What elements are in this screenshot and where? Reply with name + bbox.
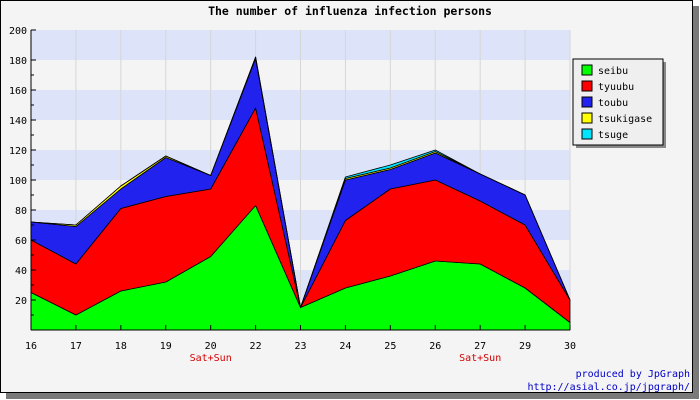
legend-label-tsuge: tsuge bbox=[598, 130, 628, 141]
y-tick-label: 160 bbox=[9, 86, 27, 97]
x-tick-label: 26 bbox=[429, 341, 441, 352]
x-sub-label: Sat+Sun bbox=[190, 353, 232, 364]
x-tick-label: 22 bbox=[250, 341, 262, 352]
x-tick-label: 24 bbox=[339, 341, 351, 352]
credit-line-1: produced by JpGraph bbox=[576, 369, 690, 380]
y-tick-label: 120 bbox=[9, 146, 27, 157]
legend-label-seibu: seibu bbox=[598, 66, 628, 77]
y-tick-label: 140 bbox=[9, 116, 27, 127]
y-tick-label: 180 bbox=[9, 56, 27, 67]
y-tick-label: 20 bbox=[15, 296, 27, 307]
x-tick-label: 16 bbox=[25, 341, 37, 352]
legend: seibu tyuubu toubu tsukigase tsuge bbox=[572, 58, 666, 148]
y-tick-label: 100 bbox=[9, 176, 27, 187]
legend-swatch-tyuubu bbox=[581, 80, 593, 92]
legend-label-tsukigase: tsukigase bbox=[598, 114, 652, 125]
y-tick-label: 40 bbox=[15, 266, 27, 277]
legend-label-tyuubu: tyuubu bbox=[598, 82, 634, 93]
x-tick-label: 30 bbox=[564, 341, 576, 352]
legend-swatch-tsukigase bbox=[581, 112, 593, 124]
legend-label-toubu: toubu bbox=[598, 98, 628, 109]
chart-title: The number of influenza infection person… bbox=[208, 4, 492, 18]
y-tick-label: 200 bbox=[9, 26, 27, 37]
x-tick-label: 19 bbox=[160, 341, 172, 352]
credit-line-2: http://asial.co.jp/jpgraph/ bbox=[527, 382, 690, 393]
y-tick-label: 80 bbox=[15, 206, 27, 217]
x-tick-label: 27 bbox=[474, 341, 486, 352]
frame-shadow-bottom bbox=[6, 393, 699, 399]
legend-swatch-toubu bbox=[581, 96, 593, 108]
series-area-tsuge bbox=[30, 56, 571, 308]
frame-shadow-right bbox=[693, 6, 699, 399]
x-tick-label: 29 bbox=[519, 341, 531, 352]
legend-swatch-tsuge bbox=[581, 128, 593, 140]
x-tick-label: 25 bbox=[384, 341, 396, 352]
x-tick-label: 23 bbox=[294, 341, 306, 352]
x-tick-label: 17 bbox=[70, 341, 82, 352]
y-tick-label: 60 bbox=[15, 236, 27, 247]
legend-swatch-seibu bbox=[581, 64, 593, 76]
x-tick-label: 18 bbox=[115, 341, 127, 352]
x-tick-label: 20 bbox=[205, 341, 217, 352]
x-sub-label: Sat+Sun bbox=[459, 353, 501, 364]
